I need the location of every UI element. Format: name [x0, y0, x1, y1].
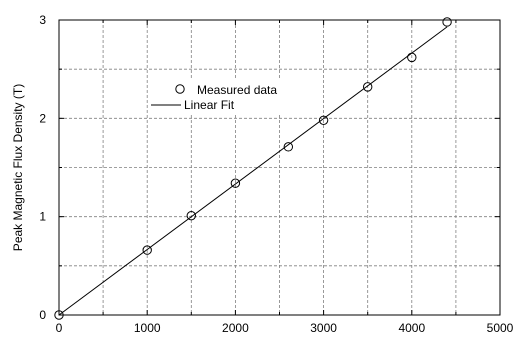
legend-marker-measured-data [175, 84, 185, 94]
x-tick-label: 4000 [398, 321, 425, 335]
axis-ticks [58, 19, 501, 316]
y-tick-label: 0 [39, 308, 46, 322]
legend: Measured data Linear Fit [148, 78, 283, 114]
measured-data-series [54, 17, 452, 320]
y-tick-label: 1 [39, 210, 46, 224]
data-point [186, 210, 197, 221]
x-tick-label: 0 [56, 321, 63, 335]
x-tick-label: 5000 [487, 321, 514, 335]
data-point [318, 115, 329, 126]
y-tick-label: 3 [39, 13, 46, 27]
linear-fit-series [58, 26, 448, 316]
data-point [283, 142, 294, 152]
data-point [407, 52, 417, 63]
y-axis-label: Peak Magnetic Flux Density (T) [11, 84, 25, 251]
y-tick-label: 2 [39, 111, 46, 125]
data-point [54, 310, 64, 320]
grid [59, 20, 500, 315]
tick-labels: 0 1000 2000 3000 4000 5000 0 1 2 3 [39, 13, 513, 335]
legend-label-measured-data: Measured data [197, 83, 277, 97]
x-tick-label: 1000 [134, 321, 161, 335]
data-point [442, 17, 452, 27]
data-point [230, 178, 241, 188]
x-tick-label: 2000 [222, 321, 249, 335]
legend-label-linear-fit: Linear Fit [184, 98, 235, 112]
data-point [363, 82, 373, 92]
data-point [142, 245, 152, 255]
legend-background [148, 78, 283, 114]
linear-fit-line [58, 26, 448, 316]
x-tick-label: 3000 [310, 321, 337, 335]
